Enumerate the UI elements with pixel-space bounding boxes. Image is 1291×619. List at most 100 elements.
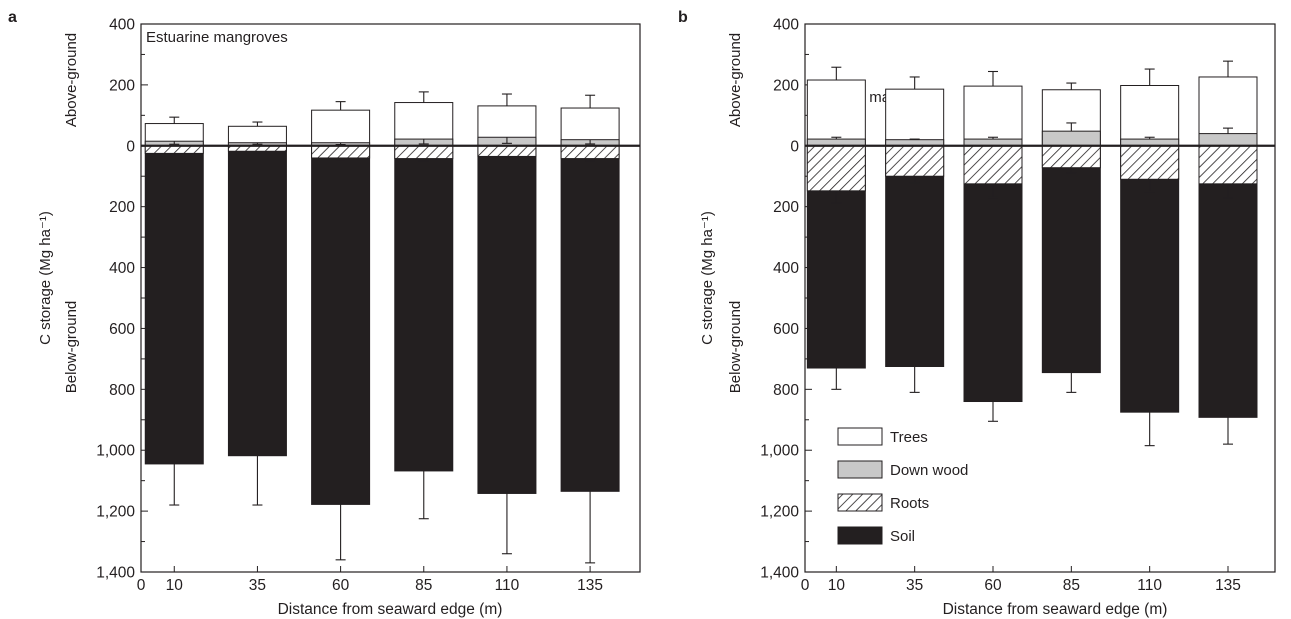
legend-label-soil: Soil: [890, 528, 915, 545]
panel-a-bar-group-135: [560, 94, 620, 564]
panel-a-label: a: [8, 9, 17, 26]
panel-b-bar-roots: [885, 145, 945, 177]
panel-b-bar-group-135: [1198, 60, 1258, 445]
panel-a-y-tick-label: 1,000: [96, 443, 135, 460]
panel-b-bar-group-110: [1120, 68, 1180, 447]
panel-b-bar-trees: [806, 79, 866, 147]
panel-b-x-tick-label: 35: [906, 577, 923, 594]
panel-b-y-ticks: 400 200 0 200 400 600 800 1,000 1,200 1,400: [760, 17, 812, 582]
panel-b-y-tick-label: 600: [773, 321, 799, 338]
panel-b-y-tick-label: 400: [773, 260, 799, 277]
panel-a-bar-roots: [311, 145, 371, 159]
panel-b-bar-trees: [885, 88, 945, 147]
legend: Trees Down wood Roots Soil: [837, 427, 968, 545]
panel-b-bars: [806, 60, 1258, 447]
panel-b-y-tick-label: 1,200: [760, 504, 799, 521]
panel-a-below-ground-label: Below-ground: [63, 301, 80, 394]
legend-swatch-trees: [837, 427, 883, 446]
panel-a-bar-group-60: [311, 101, 371, 561]
legend-label-trees: Trees: [890, 429, 928, 446]
panel-a-y-ticks: 400 200 0 200 400 600 800 1,000 1,200 1,400: [96, 17, 148, 582]
panel-a-bar-soil: [144, 145, 204, 465]
panel-b-y-tick-label: 800: [773, 382, 799, 399]
panel-b-bar-group-10: [806, 66, 866, 390]
panel-b-bar-roots: [1120, 145, 1180, 180]
panel-b-bar-soil: [1041, 145, 1101, 374]
panel-a-y-tick-label: 800: [109, 382, 135, 399]
panel-a-x-ticks: 0 10 35 60 85 110 135: [137, 566, 603, 594]
panel-a-x-tick-label: 0: [137, 577, 146, 594]
panel-a-x-tick-label: 110: [495, 577, 520, 594]
panel-a-above-ground-label: Above-ground: [63, 33, 80, 127]
panel-b-y-tick-label: 0: [790, 138, 799, 155]
panel-b-x-ticks: 0 10 35 60 85 110 135: [801, 566, 1241, 594]
panel-a-plot-frame: [140, 23, 641, 573]
panel-a-bar-soil: [311, 145, 371, 505]
legend-swatch-roots: [837, 493, 883, 512]
panel-b-bar-trees: [963, 85, 1023, 147]
panel-a-bar-group-85: [394, 91, 454, 520]
panel-b-y-tick-label: 200: [773, 77, 799, 94]
panel-b-x-tick-label: 85: [1063, 577, 1080, 594]
legend-label-down-wood: Down wood: [890, 462, 968, 479]
panel-a-x-axis-title: Distance from seaward edge (m): [278, 601, 503, 618]
panel-a-bar-roots: [560, 145, 620, 160]
legend-swatch-down-wood: [837, 460, 883, 479]
panel-a-bar-soil: [394, 145, 454, 472]
panel-b-x-tick-label: 0: [801, 577, 810, 594]
panel-b-x-tick-label: 10: [828, 577, 846, 594]
panel-b-bar-roots: [1041, 145, 1101, 169]
panel-b-bar-group-35: [885, 76, 945, 393]
panel-b-y-tick-label: 1,000: [760, 443, 799, 460]
panel-b: b Oceanic mangroves Distance from seawar…: [678, 9, 1276, 618]
panel-a-x-tick-label: 60: [332, 577, 350, 594]
panel-a-y-tick-label: 1,400: [96, 565, 135, 582]
panel-a-bar-trees: [394, 102, 454, 147]
legend-swatch-soil: [837, 526, 883, 545]
panel-a-bar-soil: [560, 145, 620, 492]
panel-b-above-ground-label: Above-ground: [727, 33, 744, 127]
panel-a-y-axis-title: C storage (Mg ha⁻¹): [37, 211, 54, 345]
legend-label-roots: Roots: [890, 495, 929, 512]
panel-a-bar-roots: [144, 145, 204, 154]
panel-a-bar-soil: [477, 145, 537, 494]
panel-b-bar-roots: [806, 145, 866, 192]
panel-a-bar-group-110: [477, 93, 537, 555]
panel-b-label: b: [678, 9, 688, 26]
panel-a-y-tick-label: 1,200: [96, 504, 135, 521]
panel-b-plot-frame: [804, 23, 1276, 573]
legend-item-down-wood: Down wood: [837, 460, 968, 479]
panel-a: a Estuarine mangroves Distance from seaw…: [8, 9, 641, 618]
panel-a-x-tick-label: 35: [249, 577, 266, 594]
panel-a-y-tick-label: 400: [109, 260, 135, 277]
panel-a-x-tick-label: 85: [415, 577, 432, 594]
panel-b-x-axis-title: Distance from seaward edge (m): [943, 601, 1168, 618]
panel-a-annotation: Estuarine mangroves: [146, 29, 288, 46]
panel-b-bar-down-wood: [1041, 130, 1101, 147]
panel-a-bar-soil: [227, 145, 287, 457]
panel-b-y-axis-title: C storage (Mg ha⁻¹): [699, 211, 716, 345]
panel-a-y-tick-label: 0: [126, 138, 135, 155]
panel-b-bar-roots: [963, 145, 1023, 185]
panel-a-y-tick-label: 600: [109, 321, 135, 338]
panel-b-y-tick-label: 400: [773, 17, 799, 34]
panel-b-below-ground-label: Below-ground: [727, 301, 744, 394]
panel-a-y-tick-label: 400: [109, 17, 135, 34]
panel-a-bar-group-35: [227, 121, 287, 506]
panel-a-y-tick-label: 200: [109, 199, 135, 216]
legend-item-roots: Roots: [837, 493, 929, 512]
panel-a-bar-roots: [477, 145, 537, 157]
panel-a-bar-roots: [394, 145, 454, 160]
panel-b-bar-down-wood: [1198, 133, 1258, 147]
panel-b-bar-roots: [1198, 145, 1258, 185]
panel-a-bar-group-10: [144, 116, 204, 506]
panel-a-bar-trees: [311, 109, 371, 147]
panel-a-x-tick-label: 10: [166, 577, 184, 594]
legend-item-soil: Soil: [837, 526, 915, 545]
panel-b-bar-trees: [1120, 84, 1180, 147]
legend-item-trees: Trees: [837, 427, 928, 446]
panel-a-y-tick-label: 200: [109, 77, 135, 94]
panel-b-bar-group-60: [963, 70, 1023, 422]
panel-b-x-tick-label: 135: [1215, 577, 1241, 594]
